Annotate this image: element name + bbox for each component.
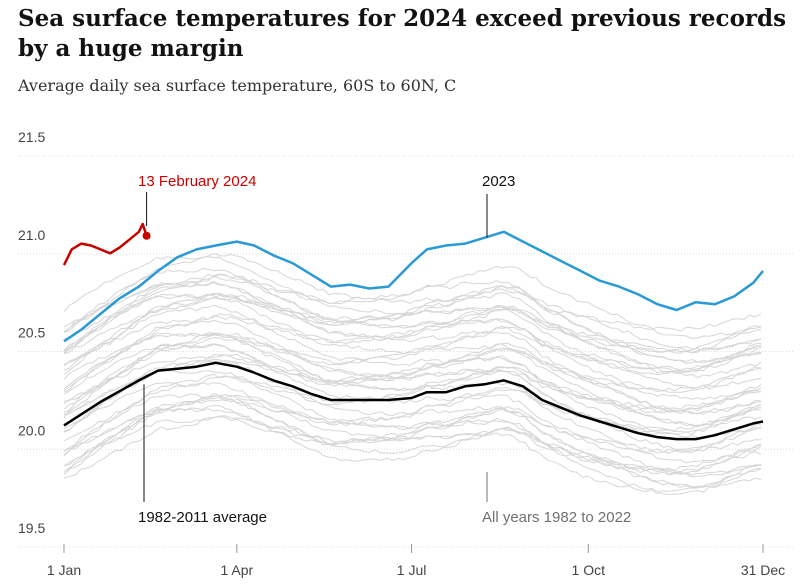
background-year-line <box>63 375 762 454</box>
background-year-line <box>63 319 762 400</box>
annotation-13-february-2024: 13 February 2024 <box>138 173 256 190</box>
background-year-line <box>63 358 762 439</box>
x-tick-label: 1 Oct <box>572 562 606 578</box>
y-tick-label: 20.0 <box>18 422 45 438</box>
background-year-line <box>63 343 762 427</box>
background-year-line <box>63 354 762 433</box>
background-year-line <box>63 404 762 488</box>
y-tick-label: 21.0 <box>18 227 45 243</box>
background-year-line <box>63 416 762 496</box>
series-line-2023 <box>63 230 764 343</box>
background-year-line <box>63 373 762 457</box>
x-tick-label: 1 Jan <box>47 562 81 578</box>
y-tick-label: 20.5 <box>18 325 45 341</box>
background-year-line <box>63 334 762 418</box>
background-year-line <box>63 304 762 390</box>
series-layer <box>62 222 764 441</box>
grid-layer <box>18 155 793 548</box>
background-year-line <box>63 281 762 363</box>
x-tick-label: 31 Dec <box>741 562 785 578</box>
chart-title: Sea surface temperatures for 2024 exceed… <box>18 5 787 62</box>
annotation-all-years: All years 1982 to 2022 <box>482 509 631 526</box>
background-year-line <box>63 273 762 354</box>
background-year-line <box>63 398 762 476</box>
x-tick-label: 1 Jul <box>397 562 427 578</box>
background-year-line <box>63 294 762 374</box>
series-line-1982-2011-average <box>63 361 764 441</box>
background-year-line <box>63 274 762 354</box>
background-years-lines <box>63 252 762 496</box>
x-tick-label: 1 Apr <box>220 562 253 578</box>
annotation-1982-2011-average: 1982-2011 average <box>138 509 267 526</box>
background-year-line <box>63 393 762 478</box>
y-tick-label: 21.5 <box>18 129 45 145</box>
background-year-line <box>63 313 762 392</box>
background-year-line <box>63 337 762 414</box>
y-tick-label: 19.5 <box>18 520 45 536</box>
background-year-line <box>64 292 762 373</box>
background-year-line <box>63 267 762 352</box>
background-year-line <box>63 297 762 376</box>
background-year-line <box>63 292 762 375</box>
annotation-2023: 2023 <box>482 173 515 190</box>
background-year-line <box>63 369 762 450</box>
chart-subtitle: Average daily sea surface temperature, 6… <box>18 76 457 95</box>
background-year-line <box>63 406 762 489</box>
background-year-line <box>63 331 762 412</box>
series-line-2024 <box>62 222 148 266</box>
point-2024-latest <box>142 231 151 240</box>
annotation-layer: 13 February 2024 2023 1982-2011 average All… <box>138 173 631 526</box>
background-year-line <box>63 314 762 393</box>
axis-layer: 21.5 21.0 20.5 20.0 19.5 1 Jan 1 Apr 1 Jul 1 Oct… <box>18 129 785 578</box>
background-year-line <box>63 252 762 333</box>
